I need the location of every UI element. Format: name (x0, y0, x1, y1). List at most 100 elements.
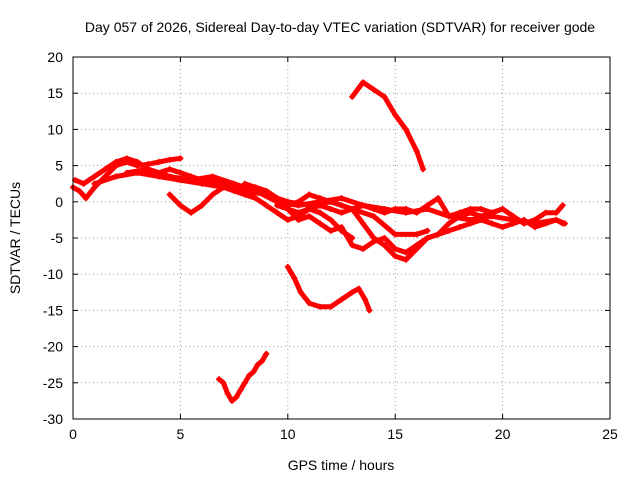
data-point (478, 216, 485, 223)
data-point (241, 379, 248, 386)
data-point (145, 166, 152, 173)
data-point (317, 209, 324, 216)
data-point (284, 206, 291, 213)
y-tick-label: -5 (51, 230, 64, 246)
data-point (445, 227, 452, 234)
data-point (338, 209, 345, 216)
data-point (559, 202, 566, 209)
data-point (402, 256, 409, 263)
data-point (317, 195, 324, 202)
y-tick-label: -10 (43, 266, 63, 282)
data-point (359, 79, 366, 86)
data-point (317, 220, 324, 227)
data-point (456, 209, 463, 216)
data-point (370, 238, 377, 245)
data-point (188, 209, 195, 216)
data-point (198, 202, 205, 209)
data-point (295, 209, 302, 216)
data-point (327, 303, 334, 310)
data-point (220, 379, 227, 386)
data-point (445, 213, 452, 220)
data-point (359, 245, 366, 252)
x-tick-label: 15 (387, 426, 403, 442)
data-point (317, 303, 324, 310)
y-tick-label: 20 (47, 49, 63, 65)
data-point (392, 245, 399, 252)
data-point (392, 231, 399, 238)
chart-title: Day 057 of 2026, Sidereal Day-to-day VTE… (85, 19, 595, 35)
data-point (188, 177, 195, 184)
data-point (327, 198, 334, 205)
y-tick-label: 0 (55, 194, 63, 210)
data-point (224, 390, 231, 397)
data-point (250, 368, 257, 375)
data-point (295, 216, 302, 223)
data-point (155, 158, 162, 165)
data-point (435, 231, 442, 238)
data-point (381, 209, 388, 216)
data-point (467, 206, 474, 213)
data-point (359, 220, 366, 227)
series-line-9 (349, 79, 426, 172)
data-point (91, 180, 98, 187)
data-point (82, 195, 89, 202)
data-point (413, 231, 420, 238)
data-point (467, 220, 474, 227)
axis-ticks: 0 5 10 15 20 25 20 15 10 5 0 -5 -10 -15 -20 -25 -30 (43, 49, 618, 442)
data-point (402, 249, 409, 256)
data-point (349, 289, 356, 296)
data-point (274, 202, 281, 209)
data-point (241, 191, 248, 198)
data-point (420, 166, 427, 173)
data-point (392, 206, 399, 213)
data-point (338, 202, 345, 209)
data-point (306, 206, 313, 213)
data-point (220, 180, 227, 187)
data-point (327, 216, 334, 223)
data-point (355, 285, 362, 292)
data-point (349, 93, 356, 100)
x-tick-label: 10 (280, 426, 296, 442)
data-point (478, 206, 485, 213)
data-point (359, 202, 366, 209)
data-point (102, 166, 109, 173)
data-point (531, 224, 538, 231)
data-point (295, 198, 302, 205)
series-line-8 (274, 195, 566, 226)
data-point (435, 195, 442, 202)
y-tick-label: -25 (43, 375, 63, 391)
data-point (381, 242, 388, 249)
data-point (274, 209, 281, 216)
data-point (228, 397, 235, 404)
data-point (510, 220, 517, 227)
data-point (349, 242, 356, 249)
data-point (134, 158, 141, 165)
data-point (521, 220, 528, 227)
data-series (70, 79, 568, 404)
data-point (284, 263, 291, 270)
data-point (297, 289, 304, 296)
data-point (488, 220, 495, 227)
data-point (76, 187, 83, 194)
y-axis-label: SDTVAR / TECUs (7, 182, 23, 294)
data-point (370, 86, 377, 93)
data-point (252, 195, 259, 202)
data-point (456, 224, 463, 231)
data-point (91, 173, 98, 180)
data-point (413, 209, 420, 216)
data-point (123, 169, 130, 176)
data-point (80, 180, 87, 187)
data-point (338, 195, 345, 202)
data-point (166, 173, 173, 180)
data-point (216, 376, 223, 383)
data-point (263, 202, 270, 209)
data-point (392, 253, 399, 260)
data-point (542, 220, 549, 227)
data-point (166, 191, 173, 198)
data-point (254, 361, 261, 368)
data-point (252, 184, 259, 191)
x-tick-label: 20 (495, 426, 511, 442)
data-point (123, 155, 130, 162)
data-point (499, 224, 506, 231)
y-tick-label: 10 (47, 121, 63, 137)
